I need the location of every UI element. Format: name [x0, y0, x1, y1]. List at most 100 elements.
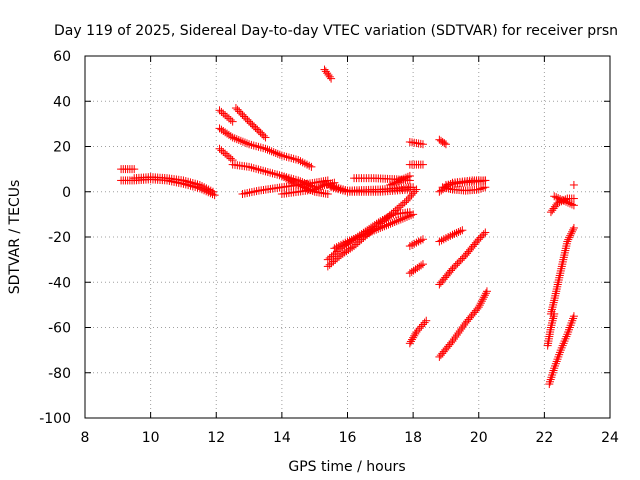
data-point — [238, 110, 247, 119]
data-point — [241, 114, 250, 123]
data-point — [458, 226, 467, 235]
data-point — [269, 148, 278, 157]
data-point — [565, 233, 574, 242]
data-point — [236, 136, 245, 145]
data-point — [552, 287, 561, 296]
y-tick-label: -20 — [48, 230, 71, 246]
data-point — [555, 271, 564, 280]
data-point — [420, 318, 429, 327]
data-point — [548, 305, 557, 314]
data-point — [399, 174, 408, 183]
data-point — [357, 231, 366, 240]
data-point — [380, 222, 389, 231]
x-tick-label: 22 — [535, 430, 553, 446]
data-point — [397, 175, 406, 184]
data-point — [353, 233, 362, 242]
data-point — [553, 280, 562, 289]
data-point — [325, 72, 334, 81]
data-point — [407, 191, 416, 200]
data-point — [310, 185, 319, 194]
data-point — [277, 171, 286, 180]
data-point — [271, 149, 280, 158]
data-point — [258, 130, 267, 139]
data-point — [314, 183, 323, 192]
data-point — [569, 201, 578, 210]
data-point — [561, 244, 570, 253]
data-point — [281, 174, 290, 183]
data-point — [418, 140, 427, 149]
data-point — [233, 105, 242, 114]
data-point — [448, 230, 457, 239]
data-point — [564, 235, 573, 244]
data-point — [256, 128, 265, 137]
data-point — [208, 187, 217, 196]
data-point — [451, 333, 460, 342]
data-point — [305, 161, 314, 170]
data-point — [440, 139, 449, 148]
data-point — [456, 256, 465, 265]
data-point — [549, 298, 558, 307]
data-point — [474, 235, 483, 244]
data-point — [388, 180, 397, 189]
data-point — [323, 262, 332, 271]
data-point — [481, 183, 490, 192]
data-point — [396, 215, 405, 224]
data-point — [474, 185, 483, 194]
data-point — [557, 197, 566, 206]
data-point — [552, 285, 561, 294]
x-tick-label: 12 — [207, 430, 225, 446]
data-point — [400, 213, 409, 222]
data-point — [327, 252, 336, 261]
data-point — [234, 135, 243, 144]
data-point — [390, 179, 399, 188]
data-point — [334, 242, 343, 251]
data-point — [286, 176, 295, 185]
data-point — [412, 328, 421, 337]
data-point — [384, 220, 393, 229]
data-point — [329, 250, 338, 259]
data-point — [454, 228, 463, 237]
data-point — [450, 262, 459, 271]
data-point — [275, 150, 284, 159]
data-point — [251, 123, 260, 132]
data-point — [555, 198, 564, 207]
data-point — [273, 149, 282, 158]
data-point — [554, 278, 563, 287]
data-point — [481, 176, 490, 185]
data-point — [267, 147, 276, 156]
data-point — [569, 180, 578, 189]
data-point — [245, 117, 254, 126]
data-point — [474, 303, 483, 312]
data-point — [479, 183, 488, 192]
data-point — [259, 131, 268, 140]
y-tick-label: 0 — [62, 185, 71, 201]
x-tick-label: 14 — [273, 430, 291, 446]
data-point — [249, 122, 258, 131]
y-tick-label: -40 — [48, 275, 71, 291]
data-point — [221, 111, 230, 120]
data-point — [568, 227, 577, 236]
data-point — [228, 133, 237, 142]
data-point — [452, 228, 461, 237]
data-point — [366, 228, 375, 237]
data-point — [551, 291, 560, 300]
data-point — [448, 264, 457, 273]
data-point — [449, 335, 458, 344]
x-axis-label: GPS time / hours — [288, 459, 405, 475]
data-point — [563, 237, 572, 246]
data-point — [409, 210, 418, 219]
data-point — [226, 115, 235, 124]
data-point — [477, 297, 486, 306]
data-point — [558, 260, 567, 269]
x-tick-label: 16 — [339, 430, 357, 446]
data-point — [261, 133, 270, 142]
data-point — [556, 266, 565, 275]
data-point — [557, 262, 566, 271]
data-point — [400, 198, 409, 207]
data-point — [414, 237, 423, 246]
x-tick-label: 20 — [470, 430, 488, 446]
data-point — [478, 231, 487, 240]
data-point — [451, 261, 460, 270]
data-point — [553, 282, 562, 291]
data-point — [368, 227, 377, 236]
